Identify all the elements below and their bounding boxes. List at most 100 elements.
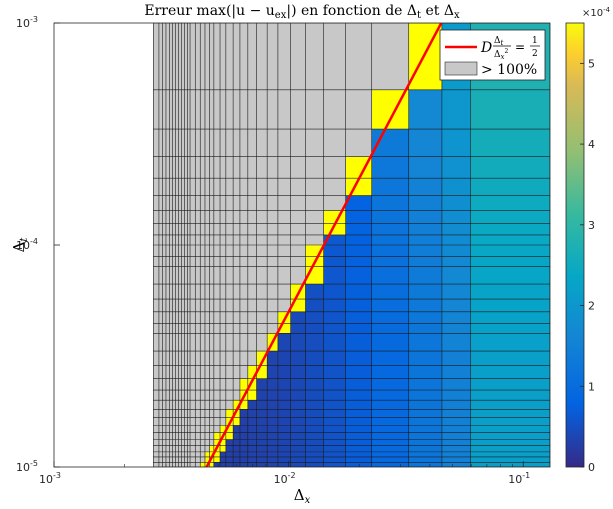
heatmap-cell — [175, 223, 179, 235]
heatmap-cell — [153, 378, 159, 391]
heatmap-cell — [290, 425, 306, 433]
heatmap-cell — [169, 333, 173, 352]
heatmap-cell — [470, 462, 550, 467]
heatmap-cell — [345, 451, 372, 457]
heatmap-cell — [267, 311, 278, 324]
heatmap-cell — [195, 89, 201, 130]
heatmap-cell — [172, 256, 176, 267]
heatmap-cell — [277, 439, 291, 446]
heatmap-cell — [172, 456, 176, 463]
heatmap-cell — [181, 417, 185, 426]
heatmap-cell — [408, 234, 442, 245]
heatmap-cell — [209, 284, 214, 300]
heatmap-cell — [239, 234, 248, 245]
heatmap-cell — [200, 299, 205, 312]
heatmap-cell — [158, 223, 163, 235]
heatmap-cell — [470, 333, 550, 352]
heatmap-cell — [239, 195, 248, 211]
heatmap-cell — [181, 223, 185, 235]
heatmap-cell — [187, 432, 191, 440]
heatmap-cell — [305, 425, 324, 433]
heatmap-cell — [233, 409, 240, 418]
heatmap-cell — [209, 400, 214, 410]
heatmap-cell — [277, 462, 291, 467]
heatmap-cell — [169, 365, 173, 379]
heatmap-cell — [290, 400, 306, 410]
heatmap-cell — [225, 223, 234, 235]
heatmap-cell — [239, 223, 248, 235]
heatmap-cell — [371, 439, 409, 446]
heatmap-cell — [200, 445, 205, 452]
heatmap-cell — [225, 432, 234, 440]
heatmap-cell — [187, 456, 191, 463]
heatmap-cell — [187, 323, 191, 334]
heatmap-cell — [172, 89, 176, 130]
heatmap-cell — [181, 451, 185, 457]
heatmap-cell — [178, 333, 182, 352]
heatmap-cell — [153, 234, 159, 245]
heatmap-cell — [233, 365, 240, 379]
heatmap-cell — [209, 390, 214, 401]
heatmap-cell — [290, 178, 306, 196]
heatmap-cell — [190, 432, 196, 440]
heatmap-cell — [178, 445, 182, 452]
heatmap-cell — [184, 245, 188, 257]
heatmap-cell — [213, 245, 221, 257]
heatmap-cell — [305, 195, 324, 211]
heatmap-cell — [290, 333, 306, 352]
heatmap-cell — [187, 256, 191, 267]
heatmap-cell — [267, 417, 278, 426]
heatmap-cell — [204, 245, 210, 257]
heatmap-cell — [256, 451, 268, 457]
heatmap-cell — [290, 195, 306, 211]
heatmap-cell — [277, 210, 291, 224]
heatmap-cell — [233, 439, 240, 446]
heatmap-cell — [470, 210, 550, 224]
heatmap-cell — [184, 234, 188, 245]
heatmap-cell — [225, 89, 234, 130]
heatmap-cell — [169, 245, 173, 257]
heatmap-cell — [200, 323, 205, 334]
heatmap-cell — [213, 323, 221, 334]
heatmap-cell — [470, 451, 550, 457]
heatmap-cell — [181, 432, 185, 440]
heatmap-cell — [187, 245, 191, 257]
heatmap-cell — [169, 256, 173, 267]
heatmap-cell — [158, 445, 163, 452]
heatmap-cell — [290, 129, 306, 157]
heatmap-cell — [209, 266, 214, 285]
heatmap-cell — [408, 223, 442, 235]
heatmap-cell — [184, 456, 188, 463]
heatmap-cell — [323, 266, 346, 285]
heatmap-cell — [187, 195, 191, 211]
heatmap-cell — [220, 378, 226, 391]
heatmap-cell — [239, 451, 248, 457]
heatmap-cell — [267, 390, 278, 401]
heatmap-cell — [290, 390, 306, 401]
heatmap-cell — [165, 333, 170, 352]
colorbar-tick-label: 4 — [588, 138, 595, 151]
heatmap-cell — [441, 284, 471, 300]
heatmap-cell — [190, 234, 196, 245]
heatmap-cell — [153, 89, 159, 130]
heatmap-cell — [204, 178, 210, 196]
heatmap-cell — [470, 378, 550, 391]
heatmap-cell — [371, 432, 409, 440]
heatmap-cell — [184, 299, 188, 312]
heatmap-cell — [305, 234, 324, 245]
heatmap-cell — [441, 156, 471, 179]
heatmap-cell — [175, 266, 179, 285]
heatmap-cell — [209, 323, 214, 334]
heatmap-cell — [178, 234, 182, 245]
heatmap-cell — [178, 195, 182, 211]
heatmap-cell — [195, 129, 201, 157]
heatmap-cell — [371, 256, 409, 267]
heatmap-cell — [209, 462, 214, 467]
heatmap-cell — [209, 425, 214, 433]
heatmap-cell — [267, 409, 278, 418]
heatmap-cell — [213, 390, 221, 401]
heatmap-cell — [181, 439, 185, 446]
heatmap-cell — [184, 425, 188, 433]
heatmap-cell — [209, 23, 214, 90]
heatmap-cell — [220, 299, 226, 312]
